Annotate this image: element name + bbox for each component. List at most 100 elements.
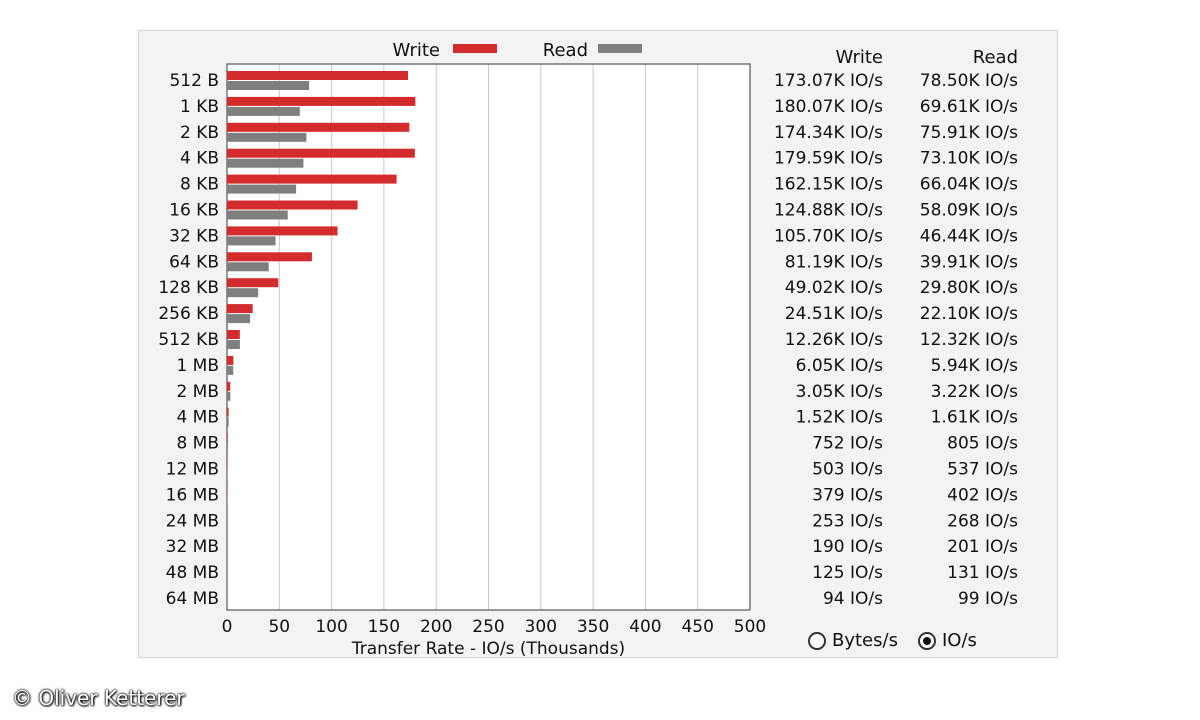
read-bar bbox=[227, 184, 297, 194]
table-cell-read: 22.10K IO/s bbox=[920, 304, 1018, 324]
read-bar bbox=[227, 443, 228, 453]
table-cell-write: 379 IO/s bbox=[812, 485, 883, 505]
write-bar bbox=[227, 200, 358, 210]
y-tick-label: 12 MB bbox=[166, 460, 219, 480]
write-bar bbox=[227, 355, 234, 365]
write-bar bbox=[227, 71, 409, 80]
y-tick-label: 128 KB bbox=[158, 278, 219, 298]
y-tick-label: 512 B bbox=[169, 71, 219, 91]
x-tick-label: 450 bbox=[681, 617, 713, 637]
table-cell-write: 49.02K IO/s bbox=[785, 278, 883, 298]
y-tick-label: 256 KB bbox=[158, 304, 219, 324]
read-bar bbox=[227, 417, 229, 427]
table-cell-read: 46.44K IO/s bbox=[920, 226, 1018, 246]
table-cell-write: 1.52K IO/s bbox=[796, 408, 884, 428]
read-bar bbox=[227, 340, 240, 349]
table-cell-read: 58.09K IO/s bbox=[920, 201, 1018, 221]
read-bar bbox=[227, 158, 304, 168]
bytes-per-second-option[interactable]: Bytes/s bbox=[808, 630, 898, 651]
read-bar bbox=[227, 469, 228, 479]
table-cell-write: 94 IO/s bbox=[823, 589, 883, 609]
copyright-watermark: © Oliver Ketterer bbox=[12, 686, 185, 710]
y-tick-label: 32 MB bbox=[166, 537, 219, 557]
table-cell-write: 190 IO/s bbox=[812, 537, 883, 557]
table-cell-read: 78.50K IO/s bbox=[920, 71, 1018, 91]
table-cell-write: 752 IO/s bbox=[812, 434, 883, 454]
table-cell-write: 503 IO/s bbox=[812, 460, 883, 480]
table-cell-read: 805 IO/s bbox=[947, 434, 1018, 454]
table-cell-write: 124.88K IO/s bbox=[774, 201, 883, 221]
read-bar bbox=[227, 106, 300, 116]
table-cell-write: 6.05K IO/s bbox=[796, 356, 884, 376]
write-bar bbox=[227, 381, 231, 391]
y-tick-label: 48 MB bbox=[166, 563, 219, 583]
x-tick-label: 50 bbox=[268, 617, 290, 637]
y-tick-label: 8 MB bbox=[176, 434, 219, 454]
table-header-read: Read bbox=[973, 47, 1018, 68]
write-bar bbox=[227, 433, 228, 443]
bytes-radio-label: Bytes/s bbox=[832, 630, 898, 651]
read-bar bbox=[227, 365, 234, 375]
table-cell-read: 201 IO/s bbox=[947, 537, 1018, 557]
y-tick-label: 512 KB bbox=[158, 330, 219, 350]
y-tick-label: 2 MB bbox=[176, 382, 219, 402]
read-bar bbox=[227, 314, 251, 324]
table-cell-write: 174.34K IO/s bbox=[774, 123, 883, 143]
table-cell-read: 5.94K IO/s bbox=[931, 356, 1019, 376]
table-cell-read: 39.91K IO/s bbox=[920, 252, 1018, 272]
table-cell-read: 75.91K IO/s bbox=[920, 123, 1018, 143]
table-cell-write: 105.70K IO/s bbox=[774, 226, 883, 246]
write-bar bbox=[227, 122, 410, 132]
y-tick-label: 64 KB bbox=[169, 252, 219, 272]
table-cell-write: 3.05K IO/s bbox=[796, 382, 884, 402]
x-axis-label: Transfer Rate - IO/s (Thousands) bbox=[351, 639, 625, 659]
y-tick-label: 4 KB bbox=[180, 149, 219, 169]
write-bar bbox=[227, 148, 415, 158]
y-tick-label: 16 KB bbox=[169, 201, 219, 221]
table-cell-write: 81.19K IO/s bbox=[785, 252, 883, 272]
read-bar bbox=[227, 132, 307, 142]
x-tick-label: 100 bbox=[315, 617, 347, 637]
io-radio-label: IO/s bbox=[942, 630, 977, 651]
bytes-radio-button[interactable] bbox=[808, 631, 826, 650]
x-tick-label: 0 bbox=[222, 617, 233, 637]
read-bar bbox=[227, 81, 310, 90]
table-cell-read: 29.80K IO/s bbox=[920, 278, 1018, 298]
table-cell-read: 3.22K IO/s bbox=[931, 382, 1019, 402]
write-bar bbox=[227, 304, 253, 314]
table-cell-read: 1.61K IO/s bbox=[931, 408, 1019, 428]
read-bar bbox=[227, 210, 288, 220]
io-per-second-option[interactable]: IO/s bbox=[918, 630, 977, 651]
x-tick-label: 500 bbox=[734, 617, 766, 637]
x-tick-label: 300 bbox=[525, 617, 557, 637]
table-cell-read: 73.10K IO/s bbox=[920, 149, 1018, 169]
x-tick-label: 350 bbox=[577, 617, 609, 637]
table-cell-write: 162.15K IO/s bbox=[774, 175, 883, 195]
table-cell-read: 131 IO/s bbox=[947, 563, 1018, 583]
write-bar bbox=[227, 96, 416, 106]
y-tick-label: 4 MB bbox=[176, 408, 219, 428]
legend-write-swatch bbox=[453, 44, 497, 53]
io-radio-button[interactable] bbox=[918, 631, 936, 650]
x-tick-label: 200 bbox=[420, 617, 452, 637]
write-bar bbox=[227, 174, 397, 184]
y-tick-label: 8 KB bbox=[180, 175, 219, 195]
write-bar bbox=[227, 459, 228, 469]
write-bar bbox=[227, 407, 229, 417]
write-bar bbox=[227, 226, 338, 236]
y-tick-label: 16 MB bbox=[166, 485, 219, 505]
read-bar bbox=[227, 391, 231, 401]
table-cell-read: 402 IO/s bbox=[947, 485, 1018, 505]
y-tick-label: 32 KB bbox=[169, 226, 219, 246]
y-tick-label: 24 MB bbox=[166, 511, 219, 531]
legend-read-swatch bbox=[598, 44, 642, 53]
y-tick-label: 2 KB bbox=[180, 123, 219, 143]
table-cell-read: 268 IO/s bbox=[947, 511, 1018, 531]
legend-read-label: Read bbox=[543, 40, 588, 61]
x-tick-label: 400 bbox=[629, 617, 661, 637]
write-bar bbox=[227, 330, 240, 339]
table-cell-write: 253 IO/s bbox=[812, 511, 883, 531]
table-cell-write: 12.26K IO/s bbox=[785, 330, 883, 350]
x-tick-label: 250 bbox=[472, 617, 504, 637]
x-tick-label: 150 bbox=[368, 617, 400, 637]
